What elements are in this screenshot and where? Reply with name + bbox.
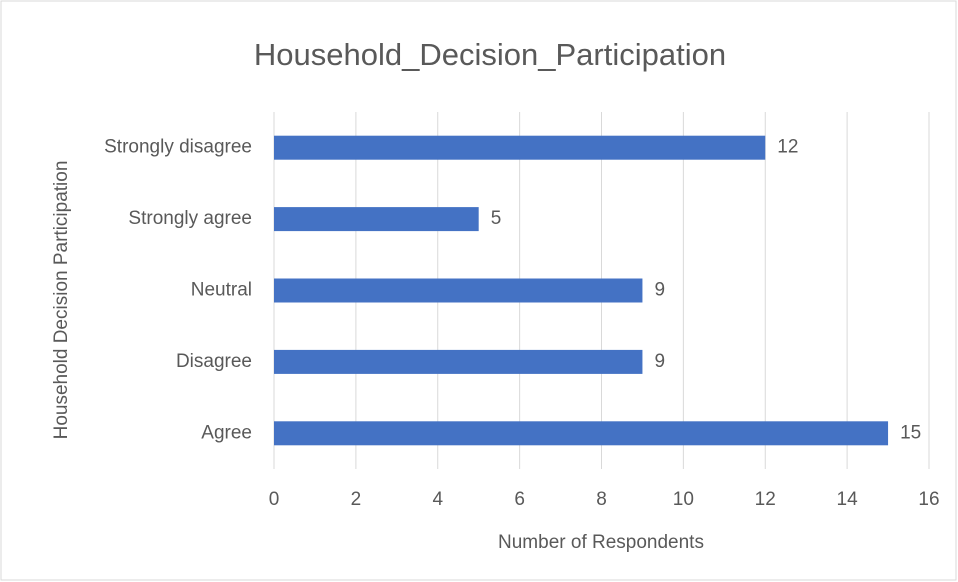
y-tick-label: Strongly agree [128, 208, 252, 229]
x-tick-label: 10 [673, 489, 694, 510]
y-tick-label: Strongly disagree [104, 137, 252, 158]
y-axis-label: Household Decision Participation [51, 161, 72, 440]
bar [274, 135, 766, 160]
x-tick-label: 4 [432, 489, 443, 510]
data-label: 15 [900, 422, 921, 443]
bar [274, 278, 643, 303]
x-tick-label: 16 [918, 489, 939, 510]
y-tick-label: Agree [201, 422, 252, 443]
bar [274, 207, 479, 232]
data-label: 9 [654, 351, 665, 372]
x-tick-label: 8 [596, 489, 607, 510]
x-tick-label: 6 [514, 489, 525, 510]
x-tick-label: 12 [755, 489, 776, 510]
x-tick-label: 0 [269, 489, 280, 510]
x-tick-label: 2 [351, 489, 362, 510]
data-label: 9 [654, 280, 665, 301]
x-tick-label: 14 [837, 489, 859, 510]
data-label: 5 [491, 208, 502, 229]
data-label: 12 [777, 137, 798, 158]
y-tick-label: Neutral [191, 280, 252, 301]
y-tick-label: Disagree [176, 351, 252, 372]
x-axis-label: Number of Respondents [498, 532, 704, 553]
chart-title: Household_Decision_Participation [254, 37, 726, 72]
bar [274, 421, 889, 446]
bar [274, 349, 643, 374]
